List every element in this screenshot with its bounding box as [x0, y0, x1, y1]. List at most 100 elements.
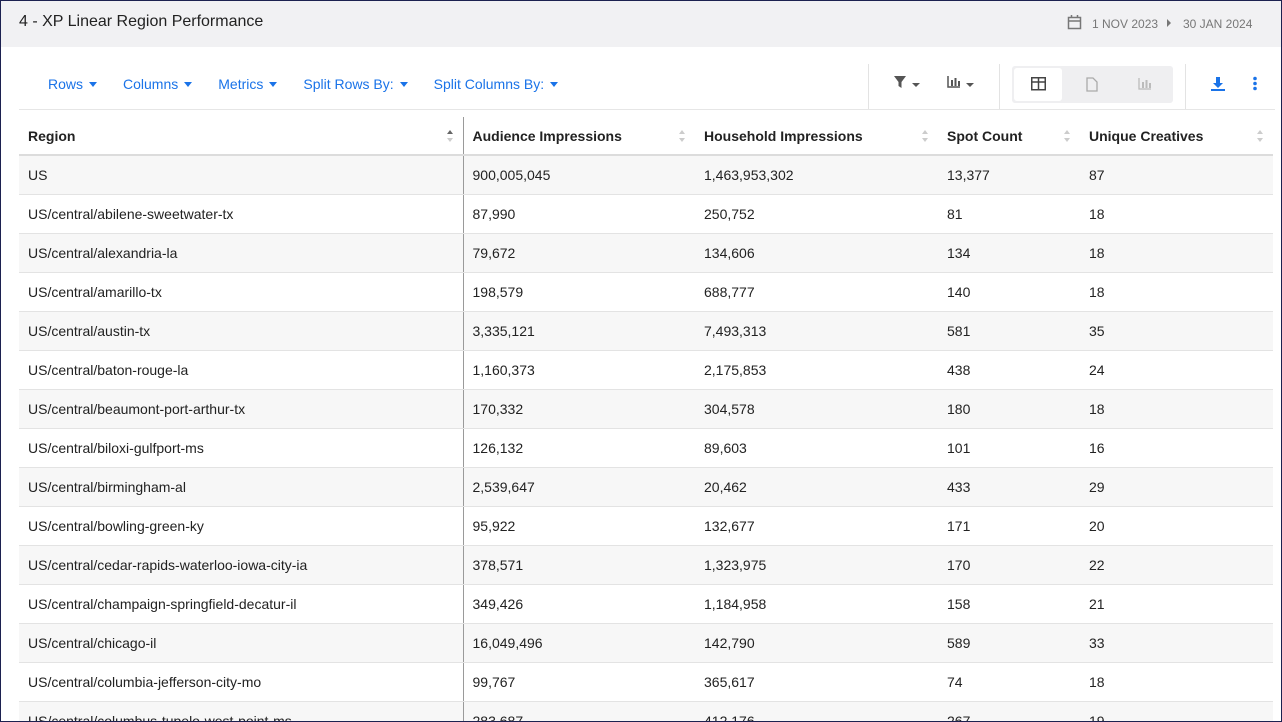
- sort-icon[interactable]: [922, 129, 928, 143]
- menu-dropdown[interactable]: Split Rows By:: [303, 76, 407, 92]
- table-row: US 900,005,045 1,463,953,302 13,377 87: [19, 155, 1273, 195]
- table-cell: US/central/beaumont-port-arthur-tx: [19, 389, 464, 429]
- table-cell: 16,049,496: [463, 623, 695, 663]
- chart-type-button[interactable]: [947, 75, 975, 91]
- sort-icon[interactable]: [1257, 129, 1263, 143]
- download-button[interactable]: [1210, 76, 1226, 92]
- table-cell: 158: [938, 584, 1080, 624]
- separator: [999, 64, 1000, 109]
- data-table: Region Audience Impressions Household Impr…: [19, 117, 1273, 721]
- sort-icon[interactable]: [1064, 129, 1070, 143]
- table-cell: 87: [1080, 155, 1273, 195]
- table-cell: 101: [938, 428, 1080, 468]
- menu-dropdown[interactable]: Columns: [123, 76, 192, 92]
- column-header[interactable]: Spot Count: [938, 117, 1080, 156]
- table-cell: US/central/austin-tx: [19, 311, 464, 351]
- table-cell: 20: [1080, 506, 1273, 546]
- column-header[interactable]: Household Impressions: [695, 117, 938, 156]
- table-cell: 18: [1080, 233, 1273, 273]
- table-cell: 29: [1080, 467, 1273, 507]
- column-header-text: Spot Count: [947, 127, 1023, 144]
- table-cell: 378,571: [463, 545, 695, 585]
- menu-dropdown[interactable]: Rows: [48, 76, 97, 92]
- table-cell: 180: [938, 389, 1080, 429]
- table-cell: US/central/champaign-springfield-decatur…: [19, 584, 464, 624]
- table-cell: 171: [938, 506, 1080, 546]
- table-cell: 134: [938, 233, 1080, 273]
- menu-dropdown[interactable]: Split Columns By:: [434, 76, 558, 92]
- table-cell: 18: [1080, 389, 1273, 429]
- column-header[interactable]: Region: [19, 117, 464, 156]
- table-cell: 170,332: [463, 389, 695, 429]
- table-cell: 18: [1080, 194, 1273, 234]
- column-header-text: Audience Impressions: [472, 127, 622, 144]
- table-cell: 250,752: [695, 194, 938, 234]
- table-row: US/central/columbia-jefferson-city-mo 99,…: [19, 662, 1273, 702]
- table-row: US/central/birmingham-al 2,539,647 20,462 4…: [19, 467, 1273, 507]
- table-cell: US/central/biloxi-gulfport-ms: [19, 428, 464, 468]
- table-cell: 688,777: [695, 272, 938, 312]
- table-cell: 126,132: [463, 428, 695, 468]
- more-button[interactable]: [1252, 76, 1258, 92]
- table-cell: 433: [938, 467, 1080, 507]
- table-cell: 16: [1080, 428, 1273, 468]
- separator: [1185, 64, 1186, 109]
- date-start: 1 NOV 2023: [1092, 17, 1159, 31]
- table-cell: 267: [938, 701, 1080, 721]
- sort-icon[interactable]: [679, 129, 685, 143]
- table-cell: 349,426: [463, 584, 695, 624]
- table-cell: 95,922: [463, 506, 695, 546]
- menu-dropdown[interactable]: Metrics: [218, 76, 277, 92]
- document-view-button[interactable]: [1086, 77, 1098, 92]
- table-cell: 21: [1080, 584, 1273, 624]
- header-row: Region Audience Impressions Household Impr…: [19, 117, 1273, 156]
- table-row: US/central/austin-tx 3,335,121 7,493,313 58…: [19, 311, 1273, 351]
- table-cell: 1,323,975: [695, 545, 938, 585]
- table-cell: 2,175,853: [695, 350, 938, 390]
- table-row: US/central/baton-rouge-la 1,160,373 2,175,…: [19, 350, 1273, 390]
- chart-view-button[interactable]: [1138, 77, 1152, 90]
- table-cell: 81: [938, 194, 1080, 234]
- column-header[interactable]: Audience Impressions: [463, 117, 695, 156]
- table-cell: US/central/amarillo-tx: [19, 272, 464, 312]
- table-row: US/central/chicago-il 16,049,496 142,790 58…: [19, 623, 1273, 663]
- table-cell: US/central/bowling-green-ky: [19, 506, 464, 546]
- view-toggle: [1012, 66, 1173, 103]
- table-row: US/central/amarillo-tx 198,579 688,777 140 1…: [19, 272, 1273, 312]
- table-cell: 18: [1080, 272, 1273, 312]
- table-cell: US/central/baton-rouge-la: [19, 350, 464, 390]
- table-cell: 19: [1080, 701, 1273, 721]
- table-cell: 134,606: [695, 233, 938, 273]
- table-cell: 20,462: [695, 467, 938, 507]
- table-cell: 900,005,045: [463, 155, 695, 195]
- date-arrow: [1167, 19, 1171, 27]
- table-cell: 438: [938, 350, 1080, 390]
- table-row: US/central/abilene-sweetwater-tx 87,990 25…: [19, 194, 1273, 234]
- table-cell: US/central/chicago-il: [19, 623, 464, 663]
- table-cell: 22: [1080, 545, 1273, 585]
- table-cell: 170: [938, 545, 1080, 585]
- table-cell: US/central/columbia-jefferson-city-mo: [19, 662, 464, 702]
- table-cell: 198,579: [463, 272, 695, 312]
- table-cell: 33: [1080, 623, 1273, 663]
- filter-button[interactable]: [893, 75, 921, 91]
- table-cell: 79,672: [463, 233, 695, 273]
- table-cell: 7,493,313: [695, 311, 938, 351]
- table-cell: 2,539,647: [463, 467, 695, 507]
- table-cell: 87,990: [463, 194, 695, 234]
- column-header[interactable]: Unique Creatives: [1080, 117, 1273, 156]
- table-cell: 283,687: [463, 701, 695, 721]
- table-cell: US/central/cedar-rapids-waterloo-iowa-ci…: [19, 545, 464, 585]
- column-header-text: Household Impressions: [704, 127, 863, 144]
- table-cell: 99,767: [463, 662, 695, 702]
- table-cell: 18: [1080, 662, 1273, 702]
- table-cell: 89,603: [695, 428, 938, 468]
- table-cell: 142,790: [695, 623, 938, 663]
- table-cell: US/central/alexandria-la: [19, 233, 464, 273]
- table-cell: 304,578: [695, 389, 938, 429]
- column-header-text: Region: [28, 127, 76, 144]
- table-cell: US: [19, 155, 464, 195]
- sort-icon[interactable]: [446, 129, 453, 143]
- table-cell: 589: [938, 623, 1080, 663]
